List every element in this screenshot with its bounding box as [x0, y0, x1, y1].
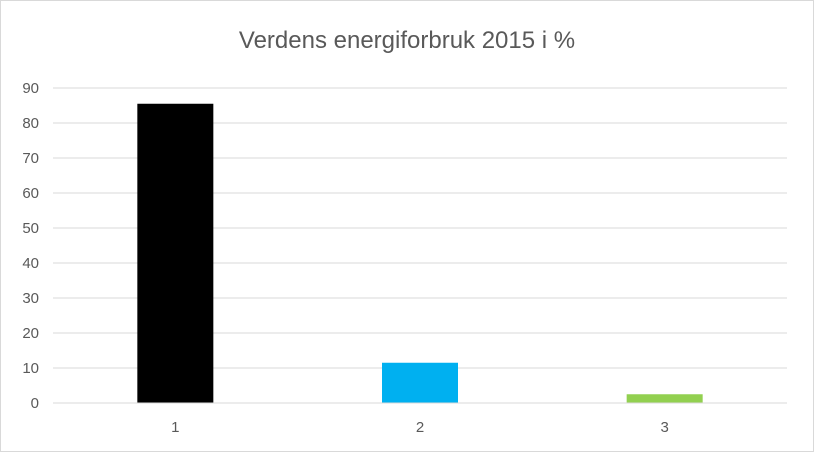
y-tick-label: 90 [22, 80, 39, 97]
y-tick-label: 80 [22, 115, 39, 132]
y-tick-labels: 0 10 20 30 40 50 60 70 80 90 [22, 80, 39, 412]
bar-3 [626, 394, 703, 403]
x-tick-label: 3 [660, 419, 668, 436]
bar-2 [382, 362, 458, 403]
y-tick-label: 70 [22, 150, 39, 167]
y-tick-label: 60 [22, 185, 39, 202]
bars [137, 103, 703, 403]
y-tick-label: 50 [22, 220, 39, 237]
y-tick-label: 10 [22, 360, 39, 377]
bar-1 [137, 103, 214, 403]
x-tick-label: 2 [416, 419, 424, 436]
y-tick-label: 30 [22, 290, 39, 307]
y-tick-label: 20 [22, 325, 39, 342]
y-tick-label: 0 [31, 395, 39, 412]
x-tick-label: 1 [171, 419, 179, 436]
x-tick-labels: 1 2 3 [171, 419, 669, 436]
y-tick-label: 40 [22, 255, 39, 272]
chart-title: Verdens energiforbruk 2015 i % [238, 27, 576, 54]
